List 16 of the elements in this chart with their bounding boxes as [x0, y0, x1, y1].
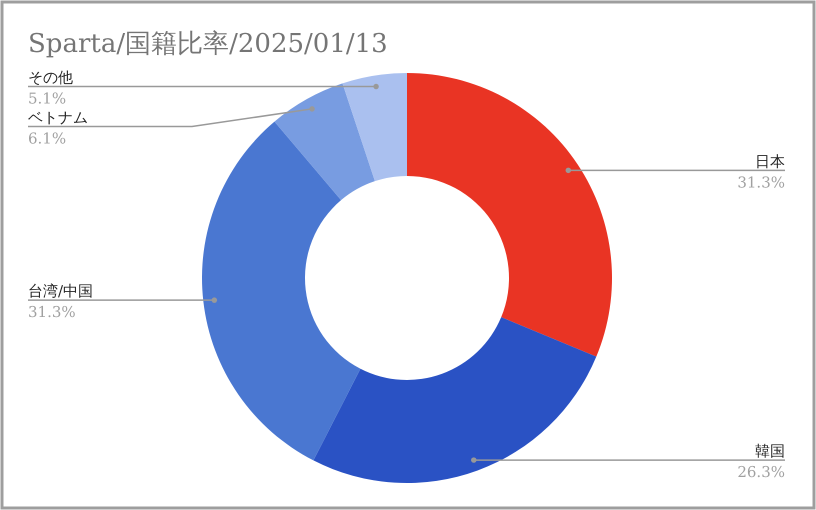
slice-label: その他 [28, 68, 73, 87]
data-label: 6.1% [28, 130, 66, 148]
data-label: 26.3% [737, 463, 785, 482]
donut-slice [274, 83, 375, 200]
data-label: 31.3% [28, 303, 76, 322]
chart-title: Sparta/国籍比率/2025/01/13 [28, 29, 388, 59]
donut-slice [313, 317, 596, 483]
donut-slice [202, 122, 360, 460]
slice-label: 台湾/中国 [28, 282, 94, 300]
data-label: 31.3% [737, 173, 785, 192]
slice-label: 日本 [755, 152, 785, 170]
donut-slice [342, 73, 407, 182]
donut-slice [407, 73, 612, 357]
data-label: 5.1% [28, 90, 66, 108]
slice-label: ベトナム [28, 108, 88, 127]
slice-label: 韓国 [755, 442, 785, 460]
